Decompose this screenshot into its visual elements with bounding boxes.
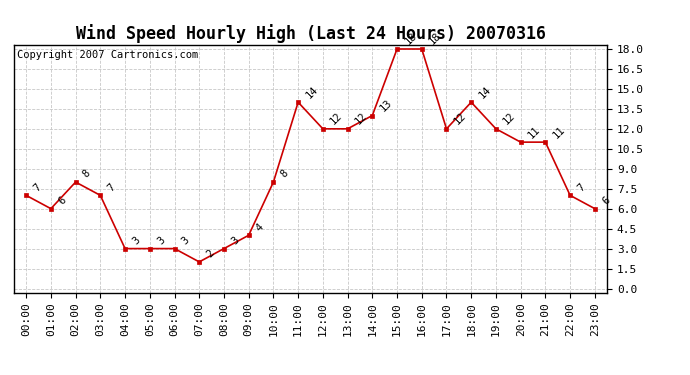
Title: Wind Speed Hourly High (Last 24 Hours) 20070316: Wind Speed Hourly High (Last 24 Hours) 2… — [75, 24, 546, 44]
Text: 8: 8 — [279, 168, 290, 180]
Text: 11: 11 — [526, 124, 542, 140]
Text: 11: 11 — [551, 124, 567, 140]
Text: 3: 3 — [230, 235, 241, 246]
Text: 14: 14 — [477, 84, 493, 100]
Text: 2: 2 — [205, 248, 216, 260]
Text: 12: 12 — [353, 111, 369, 127]
Text: 4: 4 — [254, 222, 266, 233]
Text: 13: 13 — [378, 98, 394, 113]
Text: 6: 6 — [57, 195, 68, 207]
Text: 3: 3 — [180, 235, 192, 246]
Text: 18: 18 — [402, 31, 419, 47]
Text: 12: 12 — [328, 111, 344, 127]
Text: 3: 3 — [155, 235, 167, 246]
Text: 12: 12 — [452, 111, 468, 127]
Text: 14: 14 — [304, 84, 319, 100]
Text: 7: 7 — [106, 182, 117, 193]
Text: 3: 3 — [130, 235, 142, 246]
Text: 12: 12 — [502, 111, 518, 127]
Text: 6: 6 — [600, 195, 612, 207]
Text: Copyright 2007 Cartronics.com: Copyright 2007 Cartronics.com — [17, 50, 198, 60]
Text: 18: 18 — [427, 31, 443, 47]
Text: 8: 8 — [81, 168, 92, 180]
Text: 7: 7 — [575, 182, 587, 193]
Text: 7: 7 — [32, 182, 43, 193]
